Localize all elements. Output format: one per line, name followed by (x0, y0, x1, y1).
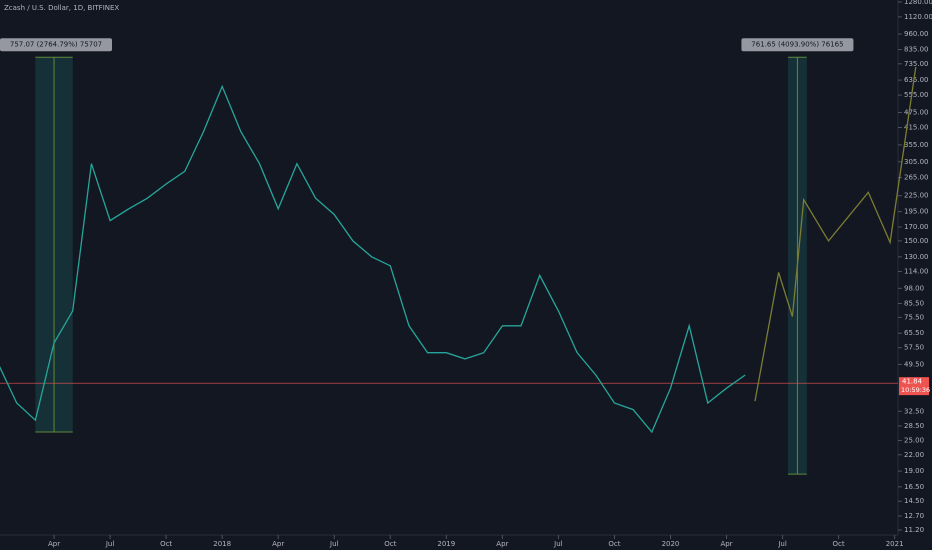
y-tick-label: 635.00 (904, 76, 929, 84)
y-tick-label: 28.50 (904, 422, 924, 430)
y-tick-label: 1120.00 (904, 13, 932, 21)
y-tick-label: 98.00 (904, 284, 924, 292)
y-tick-label: 415.00 (904, 123, 929, 131)
y-tick-label: 16.50 (904, 483, 924, 491)
x-tick-label: Apr (272, 540, 284, 548)
y-tick-label: 170.00 (904, 223, 929, 231)
x-tick-label: Oct (384, 540, 396, 548)
y-tick-label: 305.00 (904, 158, 929, 166)
y-tick-label: 75.50 (904, 313, 924, 321)
y-tick-label: 49.50 (904, 360, 924, 368)
y-tick-label: 14.50 (904, 497, 924, 505)
y-tick-label: 130.00 (904, 253, 929, 261)
y-tick-label: 555.00 (904, 91, 929, 99)
y-tick-label: 960.00 (904, 30, 929, 38)
measure-label: 757.07 (2764.79%) 75707 (10, 41, 102, 49)
x-tick-label: 2019 (437, 540, 455, 548)
x-tick-label: Jul (777, 540, 787, 548)
x-tick-label: Apr (496, 540, 508, 548)
x-tick-label: Jul (553, 540, 563, 548)
y-tick-label: 85.50 (904, 300, 924, 308)
y-tick-label: 195.00 (904, 208, 929, 216)
price-series (0, 84, 746, 434)
measure-label: 761.65 (4093.90%) 76165 (751, 41, 843, 49)
x-tick-label: Oct (833, 540, 845, 548)
y-tick-label: 32.50 (904, 407, 924, 415)
y-tick-label: 475.00 (904, 108, 929, 116)
measure-label-box (741, 38, 854, 52)
x-tick-label: Oct (160, 540, 172, 548)
y-tick-label: 1280.00 (904, 0, 932, 6)
y-tick-label: 25.00 (904, 437, 924, 445)
x-tick-label: Apr (48, 540, 60, 548)
x-tick-label: 2020 (662, 540, 680, 548)
measure-label-box (0, 38, 112, 52)
x-tick-label: Jul (329, 540, 339, 548)
x-tick-label: 2021 (886, 540, 904, 548)
x-tick-label: Jul (105, 540, 115, 548)
y-tick-label: 22.00 (904, 451, 924, 459)
x-tick-label: Oct (608, 540, 620, 548)
chart-title: Zcash / U.S. Dollar, 1D, BITFINEX (4, 4, 119, 12)
price-time: 10:59:36 (901, 386, 930, 394)
price-label-box (899, 377, 929, 396)
price-label: 41.84 (902, 378, 923, 386)
x-tick-label: 2018 (213, 540, 231, 548)
y-tick-label: 11.20 (904, 526, 924, 534)
y-tick-label: 65.50 (904, 329, 924, 337)
y-tick-label: 355.00 (904, 141, 929, 149)
y-tick-label: 265.00 (904, 173, 929, 181)
y-tick-label: 835.00 (904, 46, 929, 54)
y-tick-label: 735.00 (904, 60, 929, 68)
y-tick-label: 19.00 (904, 467, 924, 475)
y-tick-label: 12.70 (904, 512, 924, 520)
x-tick-label: Apr (720, 540, 732, 548)
y-tick-label: 57.50 (904, 344, 924, 352)
y-tick-label: 150.00 (904, 237, 929, 245)
price-series (754, 66, 917, 402)
y-tick-label: 114.00 (904, 267, 929, 275)
y-tick-label: 225.00 (904, 192, 929, 200)
